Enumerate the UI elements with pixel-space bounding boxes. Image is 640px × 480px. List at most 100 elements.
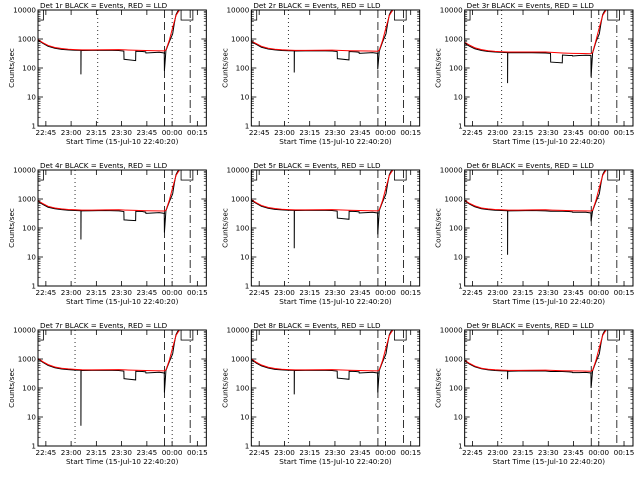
x-tick-label: 00:15 [187,128,208,137]
y-tick-label: 10 [240,93,250,102]
x-tick-label: 23:00 [487,448,508,457]
plot-frame [464,329,634,447]
y-tick-label: 100 [449,384,463,393]
x-tick-label: 22:45 [36,128,57,137]
marker-box-1 [251,330,258,341]
x-tick-label: 23:30 [538,448,559,457]
marker-box-1 [38,330,44,341]
series-line-lld [464,170,607,212]
series-line-events [251,330,393,395]
y-axis-label: Counts/sec [7,368,16,408]
series-line-events [464,330,607,389]
marker-box-1 [251,10,258,21]
marker-box-2 [394,170,407,181]
series-line-lld [38,330,180,372]
y-tick-label: 1000 [18,355,37,364]
plot-frame [37,9,207,127]
y-axis-label: Counts/sec [434,368,443,408]
plot-frame [250,329,421,447]
y-tick-label: 100 [22,224,36,233]
x-tick-label: 23:00 [274,288,295,297]
x-axis-label: Start Time (15-Jul-10 22:40:20) [66,457,179,466]
series-line-events [38,170,180,240]
series-line-lld [38,10,180,52]
series-line-lld [251,330,394,372]
y-tick-label: 1 [458,282,463,291]
y-axis-label: Counts/sec [220,48,229,88]
y-tick-label: 10 [240,413,250,422]
chart-title: Det 2r BLACK = Events, RED = LLD [253,1,381,10]
y-axis-label: Counts/sec [220,208,229,248]
chart-title: Det 6r BLACK = Events, RED = LLD [467,161,595,170]
y-axis-label: Counts/sec [7,48,16,88]
x-tick-label: 00:15 [614,128,635,137]
x-tick-label: 23:30 [325,288,346,297]
x-tick-label: 23:15 [86,128,107,137]
marker-box-2 [607,330,620,341]
x-tick-label: 23:15 [86,448,107,457]
x-tick-label: 23:00 [61,448,82,457]
series-line-lld [464,10,607,55]
x-tick-label: 23:15 [513,448,534,457]
y-axis-label: Counts/sec [7,208,16,248]
y-tick-label: 10 [240,253,250,262]
x-tick-label: 23:15 [513,128,534,137]
x-tick-label: 23:30 [111,128,132,137]
y-tick-label: 1000 [444,35,463,44]
y-tick-label: 10000 [440,166,463,175]
x-tick-label: 22:45 [249,448,270,457]
y-tick-label: 1000 [231,355,250,364]
y-tick-label: 100 [236,224,250,233]
x-tick-label: 23:15 [299,288,320,297]
y-tick-label: 10000 [13,326,36,335]
chart-panel-8: Det 8r BLACK = Events, RED = LLD 1 10 100 10… [220,321,421,466]
y-tick-label: 10 [27,253,37,262]
chart-panel-7: Det 7r BLACK = Events, RED = LLD 1 10 100 10… [7,321,208,466]
y-tick-label: 10000 [226,326,249,335]
y-tick-label: 10000 [440,326,463,335]
x-tick-label: 23:30 [538,128,559,137]
series-line-events [464,170,607,255]
y-tick-label: 10 [454,93,464,102]
y-tick-label: 1 [245,282,250,291]
plot-frame [464,169,634,287]
y-tick-label: 10000 [440,6,463,15]
x-tick-label: 00:00 [162,128,183,137]
y-axis-label: Counts/sec [434,208,443,248]
y-tick-label: 1000 [18,195,37,204]
plot-frame [37,329,207,447]
x-tick-label: 23:15 [299,448,320,457]
x-tick-label: 23:45 [136,288,157,297]
chart-title: Det 8r BLACK = Events, RED = LLD [253,321,381,330]
x-tick-label: 23:00 [61,128,82,137]
y-tick-label: 1 [31,442,36,451]
x-axis-label: Start Time (15-Jul-10 22:40:20) [279,137,392,146]
x-tick-label: 00:00 [162,288,183,297]
x-tick-label: 23:00 [487,128,508,137]
plot-frame [250,169,421,287]
x-tick-label: 23:30 [111,448,132,457]
plot-frame [464,9,634,127]
chart-panel-3: Det 3r BLACK = Events, RED = LLD 1 10 100 10… [434,1,635,146]
y-tick-label: 10 [454,413,464,422]
y-tick-label: 100 [22,64,36,73]
y-tick-label: 1000 [444,355,463,364]
series-line-events [464,10,607,84]
y-tick-label: 1000 [231,195,250,204]
chart-panel-5: Det 5r BLACK = Events, RED = LLD 1 10 100 10… [220,161,421,306]
x-tick-label: 22:45 [249,288,270,297]
chart-title: Det 5r BLACK = Events, RED = LLD [253,161,381,170]
y-axis-label: Counts/sec [434,48,443,88]
series-line-lld [464,330,607,372]
chart-panel-6: Det 6r BLACK = Events, RED = LLD 1 10 100 10… [434,161,635,306]
x-tick-label: 22:45 [462,448,483,457]
marker-box-1 [464,10,471,21]
x-tick-label: 22:45 [249,128,270,137]
y-tick-label: 10000 [226,6,249,15]
plot-frame [37,169,207,287]
x-tick-label: 00:15 [614,448,635,457]
marker-box-1 [464,330,471,341]
chart-title: Det 4r BLACK = Events, RED = LLD [40,161,168,170]
x-tick-label: 23:15 [86,288,107,297]
x-tick-label: 00:15 [400,288,421,297]
